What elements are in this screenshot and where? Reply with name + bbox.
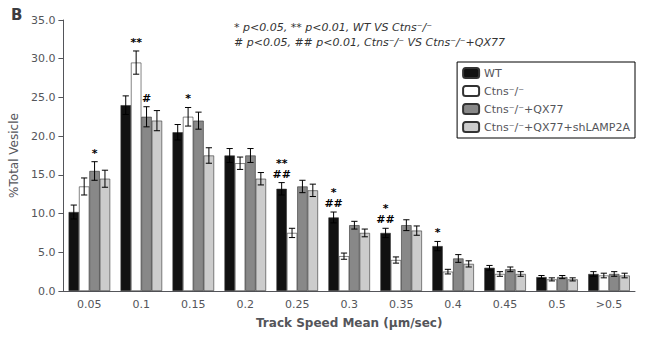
svg-text:0.45: 0.45 bbox=[493, 298, 518, 311]
svg-text:**: ** bbox=[276, 157, 288, 170]
svg-text:0.3: 0.3 bbox=[340, 298, 358, 311]
svg-text:35.0: 35.0 bbox=[31, 14, 56, 27]
svg-text:0.35: 0.35 bbox=[389, 298, 414, 311]
svg-text:**: ** bbox=[130, 36, 142, 49]
svg-text:0.5: 0.5 bbox=[548, 298, 566, 311]
svg-text:#: # bbox=[142, 92, 151, 105]
svg-text:Ctns⁻/⁻+QX77+shLAMP2A: Ctns⁻/⁻+QX77+shLAMP2A bbox=[484, 121, 630, 134]
svg-text:*: * bbox=[435, 226, 441, 239]
svg-text:5.0: 5.0 bbox=[38, 246, 56, 259]
svg-text:10.0: 10.0 bbox=[31, 207, 56, 220]
svg-text:0.05: 0.05 bbox=[77, 298, 102, 311]
svg-text:0.25: 0.25 bbox=[285, 298, 310, 311]
svg-text:# p<0.05, ## p<0.01, Ctns⁻/⁻ V: # p<0.05, ## p<0.01, Ctns⁻/⁻ VS Ctns⁻/⁻+… bbox=[234, 36, 505, 49]
svg-text:* p<0.05, ** p<0.01, WT VS Ctn: * p<0.05, ** p<0.01, WT VS Ctns⁻/⁻ bbox=[234, 21, 432, 34]
svg-text:*: * bbox=[383, 202, 389, 215]
svg-text:20.0: 20.0 bbox=[31, 130, 56, 143]
svg-text:B: B bbox=[11, 6, 22, 24]
svg-text:0.15: 0.15 bbox=[181, 298, 206, 311]
svg-text:Track Speed Mean (μm/sec): Track Speed Mean (μm/sec) bbox=[256, 316, 442, 330]
svg-text:0.2: 0.2 bbox=[237, 298, 255, 311]
svg-text:*: * bbox=[331, 186, 337, 199]
svg-text:WT: WT bbox=[484, 67, 502, 80]
svg-text:*: * bbox=[92, 147, 98, 160]
svg-text:15.0: 15.0 bbox=[31, 168, 56, 181]
svg-text:0.1: 0.1 bbox=[133, 298, 151, 311]
svg-text:>0.5: >0.5 bbox=[596, 298, 623, 311]
svg-text:25.0: 25.0 bbox=[31, 91, 56, 104]
svg-text:Ctns⁻/⁻: Ctns⁻/⁻ bbox=[484, 85, 524, 98]
svg-text:Ctns⁻/⁻+QX77: Ctns⁻/⁻+QX77 bbox=[484, 103, 563, 116]
svg-text:0.4: 0.4 bbox=[444, 298, 462, 311]
svg-text:30.0: 30.0 bbox=[31, 52, 56, 65]
svg-text:*: * bbox=[185, 92, 191, 105]
svg-text:%Total Vesicle: %Total Vesicle bbox=[7, 113, 21, 198]
svg-text:0.0: 0.0 bbox=[38, 285, 56, 298]
